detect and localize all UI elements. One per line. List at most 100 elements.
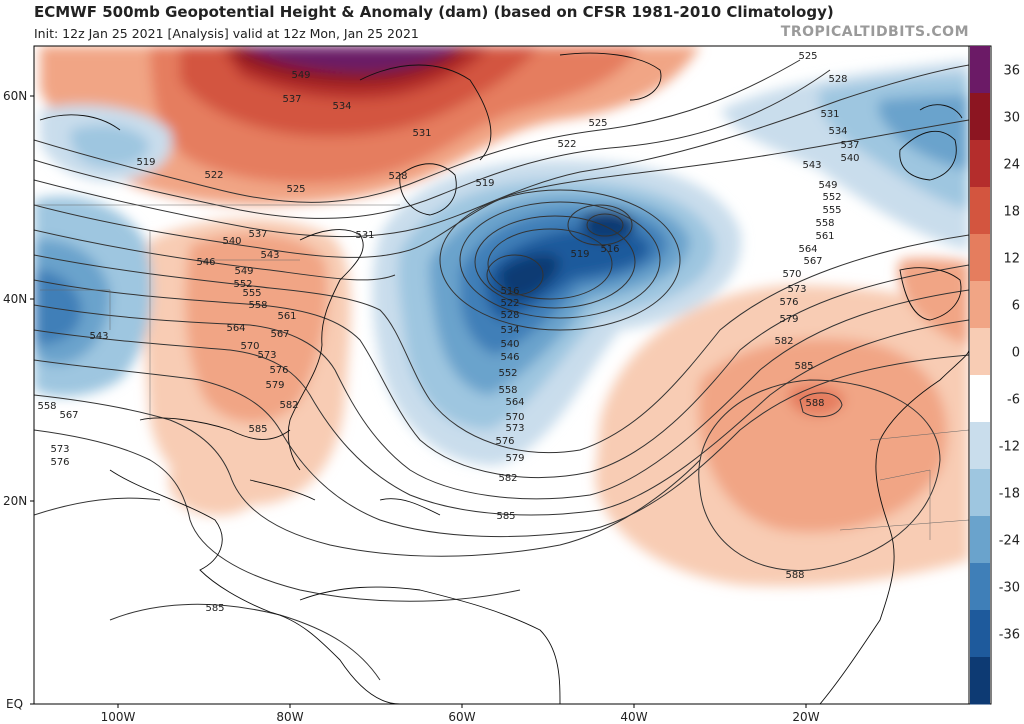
contour-label: 519 <box>136 157 155 168</box>
colorbar-tick-label: 12 <box>1003 252 1020 267</box>
contour-label: 546 <box>196 257 215 268</box>
contour-label: 588 <box>785 570 804 581</box>
colorbar-tick-label: -12 <box>999 440 1020 455</box>
contour-label: 516 <box>500 286 519 297</box>
contour-label: 543 <box>89 331 108 342</box>
coastlines <box>39 52 969 704</box>
lon-label-100w: 100W <box>101 710 136 724</box>
contour-label: 549 <box>291 70 310 81</box>
colorbar-tick-label: -36 <box>999 628 1020 643</box>
colorbar-labels: 36 30 24 18 12 6 0 -6 -12 -18 -24 -30 -36 <box>999 64 1020 643</box>
colorbar-swatch <box>970 610 990 658</box>
contour-label: 534 <box>500 325 519 336</box>
colorbar-swatch <box>970 516 990 564</box>
contour-label: 528 <box>388 171 407 182</box>
contour-label: 549 <box>818 180 837 191</box>
contour-label: 528 <box>500 310 519 321</box>
contour-label: 552 <box>498 368 517 379</box>
colorbar-tick-label: -30 <box>999 581 1020 596</box>
contour-label: 522 <box>500 298 519 309</box>
contour-label: 516 <box>600 244 619 255</box>
contour-label: 561 <box>277 311 296 322</box>
colorbar-tick-label: -6 <box>1007 393 1020 408</box>
contour-label: 519 <box>475 178 494 189</box>
colorbar-swatch <box>970 657 990 705</box>
colorbar-tick-label: 18 <box>1003 205 1020 220</box>
contour-label: 585 <box>205 603 224 614</box>
colorbar-tick-label: 6 <box>1012 299 1020 314</box>
map-subtitle: Init: 12z Jan 25 2021 [Analysis] valid a… <box>34 26 419 41</box>
contour-label: 585 <box>496 511 515 522</box>
colorbar-swatch <box>970 93 990 141</box>
lon-label-60w: 60W <box>448 710 475 724</box>
contour-label: 531 <box>355 230 374 241</box>
contour-label: 588 <box>805 398 824 409</box>
colorbar-swatch <box>970 422 990 470</box>
contour-label: 573 <box>50 444 69 455</box>
contour-label: 570 <box>505 412 524 423</box>
contour-label: 579 <box>265 380 284 391</box>
credit-watermark: TROPICALTIDBITS.COM <box>780 24 969 40</box>
contour-label: 567 <box>59 410 78 421</box>
contour-label: 555 <box>242 288 261 299</box>
contour-label: 540 <box>840 153 859 164</box>
contour-label: 576 <box>269 365 288 376</box>
anomaly-shading <box>34 46 969 587</box>
colorbar-swatch <box>970 563 990 611</box>
longitude-labels: 100W 80W 60W 40W 20W <box>101 704 820 724</box>
colorbar: 36 30 24 18 12 6 0 -6 -12 -18 -24 -30 -36 <box>968 45 1020 705</box>
contour-label: 537 <box>840 140 859 151</box>
lat-label-60n: 60N <box>3 89 27 103</box>
contour-labels: 525 528 531 534 537 540 543 549 552 555 … <box>37 51 859 614</box>
colorbar-tick-label: 30 <box>1003 111 1020 126</box>
contour-label: 525 <box>286 184 305 195</box>
contour-label: 543 <box>260 250 279 261</box>
contour-label: 525 <box>798 51 817 62</box>
lat-label-20n: 20N <box>3 494 27 508</box>
contour-label: 531 <box>412 128 431 139</box>
lon-label-40w: 40W <box>620 710 647 724</box>
contour-label: 558 <box>248 300 267 311</box>
contour-label: 567 <box>803 256 822 267</box>
contour-label: 564 <box>798 244 817 255</box>
contour-label: 525 <box>588 118 607 129</box>
contour-label: 546 <box>500 352 519 363</box>
contour-label: 540 <box>222 236 241 247</box>
colorbar-swatch <box>970 281 990 329</box>
colorbar-tick-label: -24 <box>999 534 1020 549</box>
contour-label: 564 <box>505 397 524 408</box>
contour-label: 564 <box>226 323 245 334</box>
contour-label: 531 <box>820 109 839 120</box>
colorbar-tick-label: -18 <box>999 487 1020 502</box>
colorbar-swatch <box>970 187 990 235</box>
contour-label: 576 <box>50 457 69 468</box>
contour-label: 537 <box>282 94 301 105</box>
contour-label: 573 <box>787 284 806 295</box>
contour-label: 558 <box>815 218 834 229</box>
contour-label: 582 <box>279 400 298 411</box>
map-title: ECMWF 500mb Geopotential Height & Anomal… <box>34 3 834 21</box>
contour-label: 579 <box>505 453 524 464</box>
lon-label-20w: 20W <box>792 710 819 724</box>
contour-label: 573 <box>257 350 276 361</box>
contour-label: 552 <box>822 192 841 203</box>
contour-label: 540 <box>500 339 519 350</box>
contour-label: 522 <box>557 139 576 150</box>
contour-label: 573 <box>505 423 524 434</box>
contour-label: 534 <box>332 101 351 112</box>
lat-label-40n: 40N <box>3 292 27 306</box>
contour-label: 555 <box>822 205 841 216</box>
contour-label: 558 <box>498 385 517 396</box>
borders <box>34 204 969 540</box>
contour-label: 570 <box>240 341 259 352</box>
colorbar-swatch <box>970 375 990 423</box>
contour-label: 585 <box>248 424 267 435</box>
colorbar-swatch <box>970 140 990 188</box>
contour-label: 579 <box>779 314 798 325</box>
colorbar-tick-label: 24 <box>1003 158 1020 173</box>
contour-label: 585 <box>794 361 813 372</box>
colorbar-swatch <box>970 234 990 282</box>
colorbar-swatch <box>970 328 990 376</box>
contour-label: 576 <box>495 436 514 447</box>
